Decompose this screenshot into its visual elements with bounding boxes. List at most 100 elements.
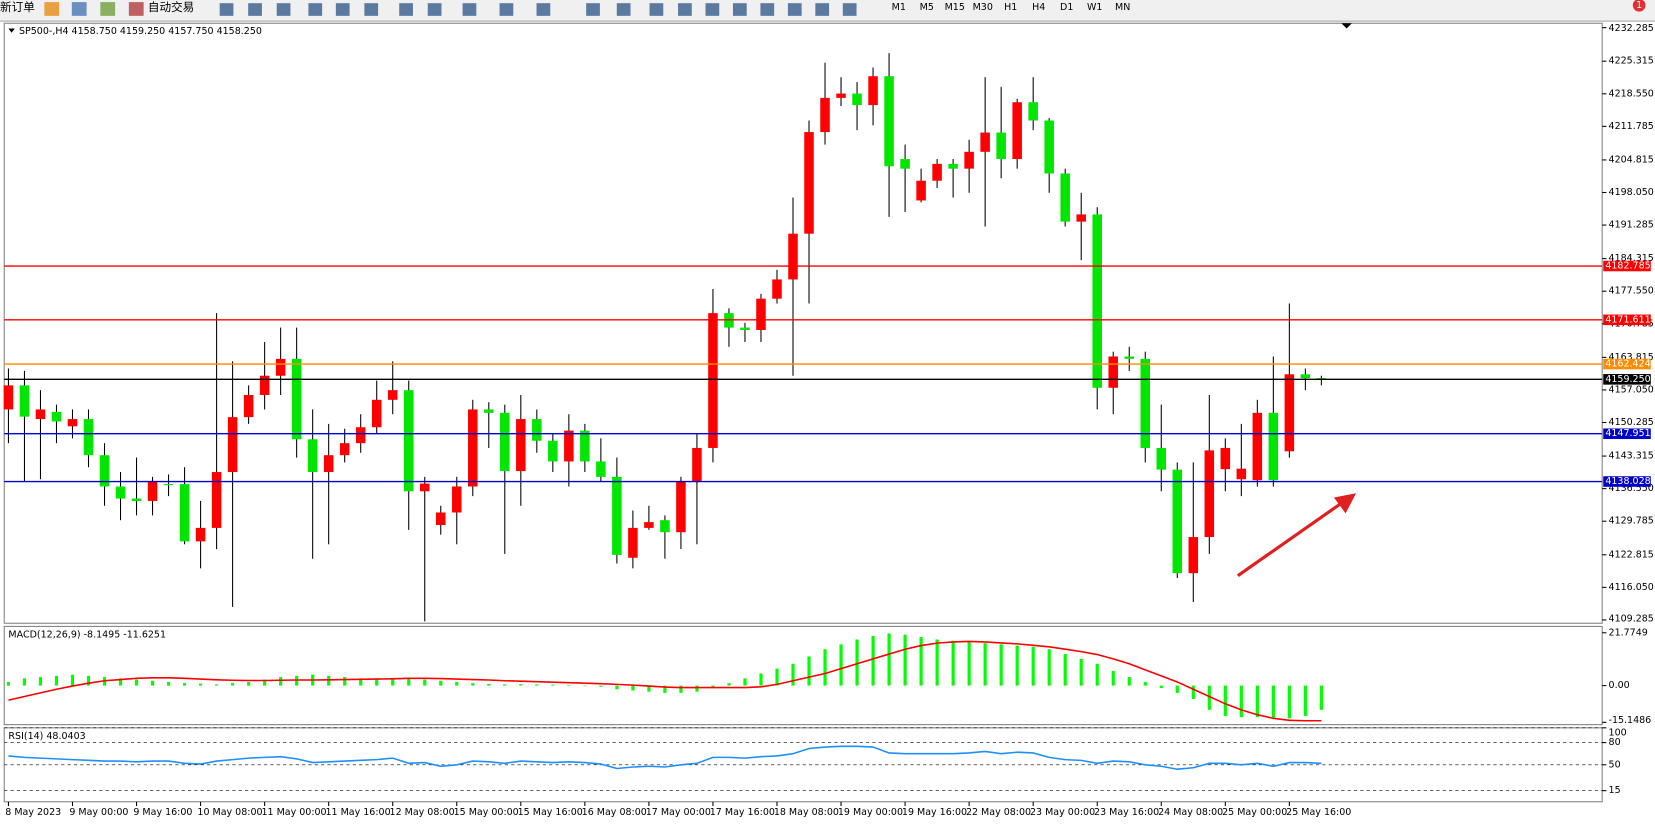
icon[interactable]: [842, 3, 857, 16]
icon[interactable]: [219, 3, 234, 16]
icon[interactable]: [787, 3, 802, 16]
histogram-bar: [503, 684, 507, 686]
y-tick-label: 21.7749: [1609, 627, 1648, 638]
histogram-bar: [423, 679, 427, 686]
histogram-bar: [999, 644, 1003, 686]
annotation-arrowhead: [1333, 493, 1357, 514]
icon[interactable]: [649, 3, 664, 16]
timeframe-button[interactable]: M1: [892, 2, 906, 13]
candle-body: [948, 163, 958, 169]
price-label-bg: [1603, 374, 1651, 385]
histogram-bar: [935, 639, 939, 686]
candle-body: [1124, 356, 1134, 359]
icon[interactable]: [536, 3, 551, 16]
candle-body: [612, 476, 622, 555]
icon[interactable]: [276, 3, 291, 16]
icon[interactable]: [462, 3, 477, 16]
candle-body: [996, 132, 1006, 160]
icon[interactable]: [815, 3, 830, 16]
tool-icons: [219, 3, 857, 16]
x-tick-label: 11 May 00:00: [261, 807, 326, 818]
x-tick-label: 25 May 00:00: [1222, 807, 1287, 818]
timeframe-button[interactable]: H1: [1004, 2, 1017, 13]
histogram-bar: [327, 675, 331, 686]
candle-body: [323, 455, 334, 473]
histogram-bar: [1015, 645, 1019, 686]
histogram-bar: [903, 634, 907, 686]
y-tick-label: 4143.315: [1609, 451, 1654, 462]
icon[interactable]: [71, 2, 87, 16]
icon[interactable]: [616, 3, 631, 16]
histogram-bar: [1287, 685, 1291, 719]
timeframe-button[interactable]: W1: [1087, 2, 1102, 13]
new-order-button[interactable]: 新订单: [0, 0, 35, 14]
candle-body: [500, 412, 510, 472]
histogram-bar: [166, 681, 171, 686]
candle-body: [660, 520, 670, 533]
histogram-bar: [1175, 685, 1179, 693]
icon[interactable]: [705, 3, 720, 16]
timeframe-button[interactable]: M5: [920, 2, 934, 13]
icon[interactable]: [760, 3, 775, 16]
candle-body: [1156, 447, 1167, 470]
timeframe-button[interactable]: M30: [973, 2, 993, 13]
icon[interactable]: [427, 3, 442, 16]
timeframe-button[interactable]: D1: [1060, 2, 1073, 13]
x-tick-label: 23 May 16:00: [1094, 807, 1159, 818]
y-tick-label: 4184.315: [1609, 253, 1654, 264]
timeframe-button[interactable]: M15: [945, 2, 965, 13]
badge[interactable]: [1632, 0, 1646, 12]
timeframe-button[interactable]: MN: [1115, 2, 1130, 13]
price-label: 4159.250: [1605, 374, 1650, 385]
histogram-bar: [727, 683, 731, 686]
histogram-bar: [823, 649, 827, 686]
icon[interactable]: [128, 2, 144, 16]
icon[interactable]: [335, 3, 350, 16]
auto-trading-button[interactable]: 自动交易: [148, 0, 194, 14]
icon[interactable]: [732, 3, 747, 16]
candle-body: [259, 375, 270, 395]
price-label-bg: [1603, 358, 1651, 370]
y-tick-label: 80: [1609, 737, 1621, 748]
icon[interactable]: [364, 3, 379, 16]
histogram-bar: [1239, 685, 1243, 718]
icon[interactable]: [399, 3, 413, 16]
candle-body: [708, 313, 718, 448]
icon[interactable]: [499, 3, 514, 16]
histogram-bar: [967, 641, 971, 686]
histogram-bar: [1079, 658, 1083, 686]
x-tick-label: 17 May 00:00: [646, 807, 711, 818]
icon[interactable]: [248, 3, 262, 16]
panel-menu[interactable]: [8, 28, 15, 33]
x-tick-label: 19 May 00:00: [838, 807, 903, 818]
x-tick-label: 16 May 08:00: [582, 807, 647, 818]
candle-body: [387, 390, 398, 400]
timeframe-button[interactable]: H4: [1032, 2, 1045, 13]
candle-body: [1012, 102, 1022, 160]
histogram-bar: [70, 674, 75, 686]
histogram-bar: [359, 678, 363, 686]
candle-body: [99, 455, 110, 487]
candle-body: [436, 512, 446, 526]
histogram-bar: [1303, 685, 1307, 716]
x-tick-label: 9 May 16:00: [133, 807, 192, 818]
y-tick-label: 4225.315: [1609, 56, 1654, 67]
icon[interactable]: [100, 2, 116, 16]
icon[interactable]: [308, 3, 323, 16]
histogram-bar: [807, 656, 811, 686]
x-tick-label: 25 May 16:00: [1286, 807, 1351, 818]
histogram-bar: [615, 685, 619, 690]
histogram-bar: [1159, 685, 1163, 689]
histogram-bar: [695, 685, 699, 692]
histogram-bar: [759, 673, 763, 686]
candle-body: [179, 484, 190, 542]
histogram-bar: [407, 678, 411, 686]
candle-body: [83, 419, 94, 456]
histogram-bar: [839, 644, 843, 686]
icon[interactable]: [44, 2, 60, 16]
candle-body: [1092, 214, 1102, 388]
icon[interactable]: [586, 3, 600, 16]
price-label-bg: [1603, 260, 1651, 272]
icon[interactable]: [678, 3, 692, 16]
histogram-bar: [150, 680, 155, 686]
